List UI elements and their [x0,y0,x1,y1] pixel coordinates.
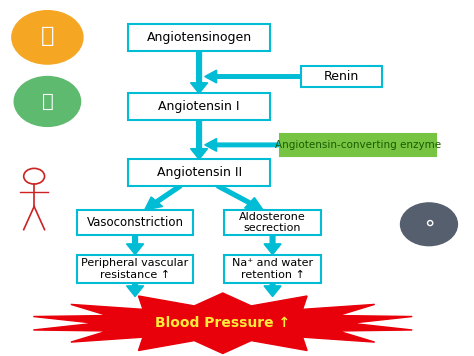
Text: Angiotensinogen: Angiotensinogen [146,31,252,44]
FancyBboxPatch shape [77,255,193,283]
FancyBboxPatch shape [224,210,321,235]
Polygon shape [191,120,208,159]
Text: Angiotensin-converting enzyme: Angiotensin-converting enzyme [275,140,441,150]
FancyBboxPatch shape [77,210,193,235]
Polygon shape [145,185,182,210]
Text: Peripheral vascular
resistance ↑: Peripheral vascular resistance ↑ [82,258,189,279]
Polygon shape [205,138,280,151]
Text: Na⁺ and water
retention ↑: Na⁺ and water retention ↑ [232,258,313,279]
Text: Aldosterone
secrection: Aldosterone secrection [239,212,306,233]
Polygon shape [127,283,144,297]
Text: 🍖: 🍖 [41,26,54,46]
Polygon shape [33,293,412,354]
FancyBboxPatch shape [128,94,270,120]
Text: Renin: Renin [324,70,359,83]
Text: Angiotensin I: Angiotensin I [158,100,240,113]
Text: Blood Pressure ↑: Blood Pressure ↑ [155,316,291,330]
Polygon shape [191,51,208,94]
Circle shape [14,77,81,126]
FancyBboxPatch shape [280,134,436,156]
Circle shape [401,203,457,246]
FancyBboxPatch shape [301,66,382,87]
Polygon shape [264,283,281,297]
Polygon shape [264,235,281,255]
Polygon shape [205,70,301,83]
FancyBboxPatch shape [128,24,270,51]
FancyBboxPatch shape [224,255,321,283]
FancyBboxPatch shape [128,159,270,186]
Text: 🌿: 🌿 [42,92,53,111]
Text: Angiotensin II: Angiotensin II [156,166,242,179]
Text: ⚬: ⚬ [421,215,437,234]
Polygon shape [217,184,263,210]
Polygon shape [127,235,144,255]
Text: Vasoconstriction: Vasoconstriction [87,216,183,229]
Circle shape [12,11,83,64]
